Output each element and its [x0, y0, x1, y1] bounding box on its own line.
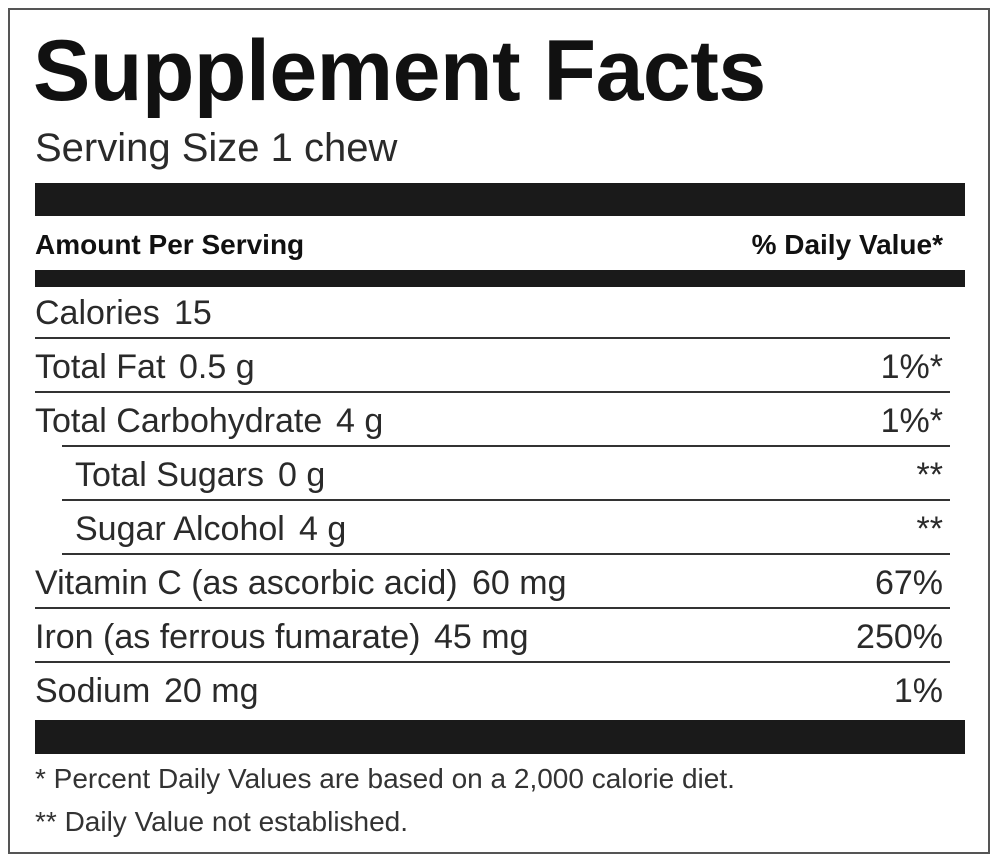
row-label: Total Carbohydrate: [35, 402, 323, 440]
daily-value: 250%: [856, 618, 943, 656]
footnote: ** Daily Value not established.: [35, 806, 409, 837]
footnote: * Percent Daily Values are based on a 2,…: [35, 763, 735, 794]
thick-bar: [35, 270, 965, 287]
row-label: Sugar Alcohol: [75, 510, 285, 548]
row-amount: 60 mg: [472, 564, 567, 602]
row-amount: 4 g: [336, 402, 384, 440]
thick-bar: [35, 720, 965, 754]
thick-bar: [35, 183, 965, 216]
row-amount: 20 mg: [164, 672, 259, 710]
row-divider: [35, 607, 950, 609]
daily-value: **: [916, 456, 943, 494]
daily-value: 1%: [893, 672, 943, 710]
serving-size: Serving Size 1 chew: [35, 126, 398, 170]
column-header: % Daily Value*: [751, 229, 943, 260]
daily-value: 1%*: [880, 402, 943, 440]
row-label: Total Sugars: [75, 456, 264, 494]
row-label: Total Fat: [35, 348, 166, 386]
row-divider: [62, 445, 950, 447]
column-header: Amount Per Serving: [35, 229, 305, 260]
daily-value: 1%*: [880, 348, 943, 386]
row-divider: [62, 553, 950, 555]
daily-value: 67%: [874, 564, 943, 602]
row-amount: 4 g: [299, 510, 347, 548]
daily-value: **: [916, 510, 943, 548]
row-divider: [35, 391, 950, 393]
row-label: Calories: [35, 294, 160, 332]
row-divider: [35, 337, 950, 339]
row-amount: 45 mg: [434, 618, 529, 656]
row-divider: [35, 661, 950, 663]
row-label: Vitamin C (as ascorbic acid): [35, 564, 458, 602]
title: Supplement Facts: [33, 23, 766, 119]
row-divider: [62, 499, 950, 501]
row-amount: 15: [174, 294, 212, 332]
row-label: Iron (as ferrous fumarate): [35, 618, 421, 656]
row-amount: 0.5 g: [179, 348, 255, 386]
row-amount: 0 g: [278, 456, 326, 494]
label-border: [8, 8, 990, 854]
row-label: Sodium: [35, 672, 151, 710]
